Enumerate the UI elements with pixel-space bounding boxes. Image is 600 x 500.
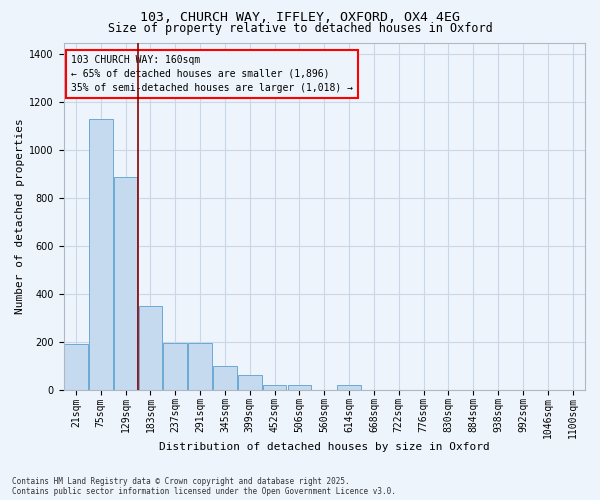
Bar: [188, 343, 212, 390]
Y-axis label: Number of detached properties: Number of detached properties: [15, 118, 25, 314]
Text: 103, CHURCH WAY, IFFLEY, OXFORD, OX4 4EG: 103, CHURCH WAY, IFFLEY, OXFORD, OX4 4EG: [140, 11, 460, 24]
Bar: [337, 385, 361, 390]
Text: Size of property relative to detached houses in Oxford: Size of property relative to detached ho…: [107, 22, 493, 35]
Bar: [139, 306, 162, 390]
Bar: [64, 344, 88, 390]
Bar: [287, 385, 311, 390]
Bar: [114, 176, 137, 390]
Bar: [238, 375, 262, 390]
Text: Contains HM Land Registry data © Crown copyright and database right 2025.
Contai: Contains HM Land Registry data © Crown c…: [12, 476, 396, 496]
Bar: [163, 343, 187, 390]
Bar: [213, 366, 237, 390]
Bar: [89, 119, 113, 390]
X-axis label: Distribution of detached houses by size in Oxford: Distribution of detached houses by size …: [159, 442, 490, 452]
Bar: [263, 385, 286, 390]
Text: 103 CHURCH WAY: 160sqm
← 65% of detached houses are smaller (1,896)
35% of semi-: 103 CHURCH WAY: 160sqm ← 65% of detached…: [71, 54, 353, 92]
